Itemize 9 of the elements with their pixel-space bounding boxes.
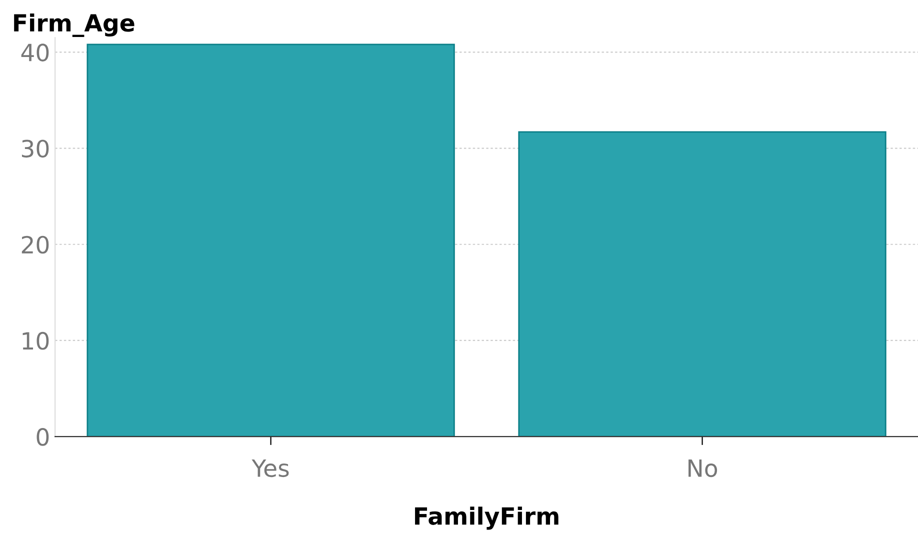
y-tick-label: 20 — [22, 236, 49, 254]
y-tick-label: 40 — [21, 44, 49, 62]
y-tick-label: 30 — [22, 140, 49, 158]
x-tick-label: Yes — [252, 460, 289, 478]
x-axis-title: FamilyFirm — [415, 506, 558, 530]
y-tick-label: 0 — [36, 428, 49, 446]
x-tick-label: No — [688, 460, 718, 478]
y-tick-label: 10 — [22, 332, 49, 350]
y-axis-title: Firm_Age — [14, 13, 134, 37]
